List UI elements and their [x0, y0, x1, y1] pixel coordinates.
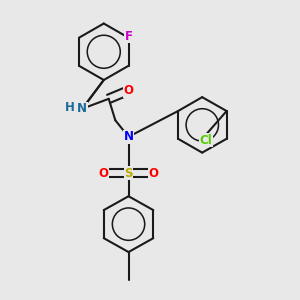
Text: H: H — [65, 100, 75, 114]
Text: O: O — [99, 167, 109, 180]
Text: O: O — [148, 167, 158, 180]
Text: O: O — [124, 84, 134, 97]
Text: N: N — [77, 102, 87, 115]
Text: Cl: Cl — [200, 134, 212, 147]
Text: N: N — [124, 130, 134, 143]
Text: S: S — [124, 167, 133, 180]
Text: F: F — [124, 30, 133, 43]
